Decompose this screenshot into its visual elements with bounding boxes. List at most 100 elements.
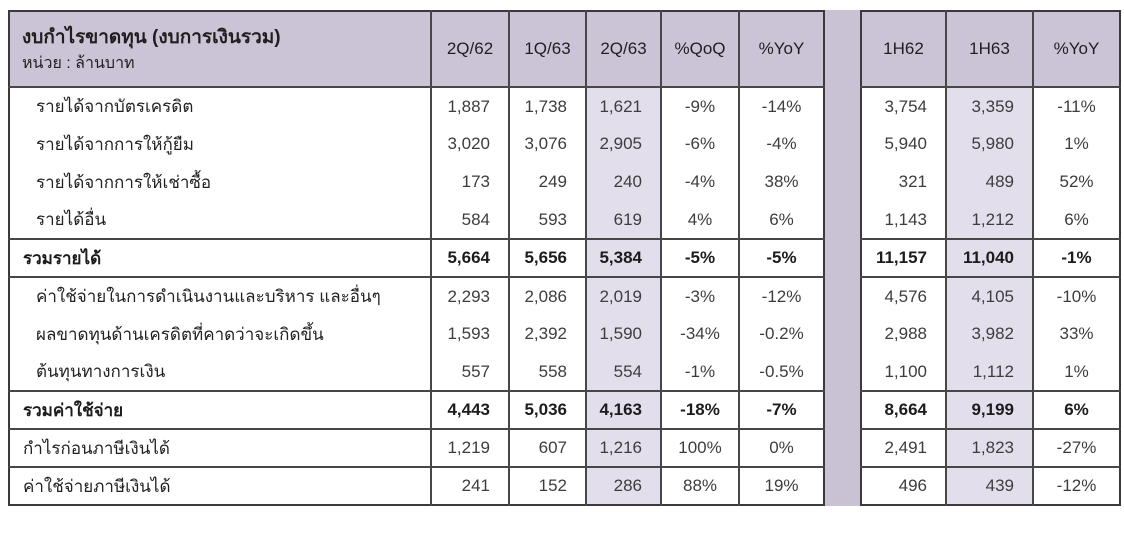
value-cell: 4,576	[884, 286, 927, 306]
value-cell: 496	[898, 476, 927, 495]
pct-cell: -4%	[738, 125, 824, 163]
value-cell: 5,036	[508, 391, 586, 429]
value-cell: 11,157	[875, 248, 927, 267]
header-row: งบกำไรขาดทุน (งบการเงินรวม) หน่วย : ล้าน…	[9, 11, 824, 87]
value-cell: 3,076	[508, 125, 586, 163]
value-cell: 439	[945, 467, 1033, 505]
pct-cell: -1%	[1032, 239, 1120, 277]
header-row: 1H62 1H63 %YoY	[861, 11, 1120, 87]
pct-cell: -3%	[660, 277, 739, 315]
value-cell: 1,216	[585, 429, 661, 467]
total-expense-row: 8,664 9,199 6%	[861, 391, 1120, 429]
value-cell: 557	[430, 353, 509, 391]
pct-cell: -0.5%	[738, 353, 824, 391]
col-header-1h62: 1H62	[861, 11, 946, 87]
value-cell: 321	[898, 172, 927, 191]
row-label: รวมรายได้	[23, 248, 102, 268]
value-cell: 1,823	[945, 429, 1033, 467]
pct-cell: -4%	[660, 163, 739, 201]
value-cell: 5,384	[585, 239, 661, 277]
value-cell: 5,980	[945, 125, 1033, 163]
pct-cell: -18%	[660, 391, 739, 429]
row-label: รายได้จากบัตรเครดิต	[36, 97, 194, 116]
value-cell: 584	[430, 201, 509, 239]
pct-cell: 33%	[1032, 315, 1120, 353]
value-cell: 2,491	[884, 438, 927, 457]
table-row: 1,143 1,212 6%	[861, 201, 1120, 239]
row-label: รายได้จากการให้กู้ยืม	[36, 134, 194, 154]
pct-cell: 52%	[1032, 163, 1120, 201]
pct-cell: 6%	[1032, 391, 1120, 429]
pct-cell: -11%	[1032, 87, 1120, 125]
value-cell: 1,738	[508, 87, 586, 125]
pct-cell: -14%	[738, 87, 824, 125]
pct-cell: 4%	[660, 201, 739, 239]
table-row: ค่าใช้จ่ายภาษีเงินได้ 241 152 286 88% 19…	[9, 467, 824, 505]
col-header-1h63: 1H63	[945, 11, 1033, 87]
value-cell: 4,105	[945, 277, 1033, 315]
table-row: รายได้จากการให้เช่าซื้อ 173 249 240 -4% …	[9, 163, 824, 201]
col-header-2q63: 2Q/63	[585, 11, 661, 87]
pct-cell: 100%	[660, 429, 739, 467]
pct-cell: -7%	[738, 391, 824, 429]
value-cell: 5,664	[430, 239, 509, 277]
pct-cell: -5%	[660, 239, 739, 277]
table-row: 496 439 -12%	[861, 467, 1120, 505]
table-row: ผลขาดทุนด้านเครดิตที่คาดว่าจะเกิดขึ้น 1,…	[9, 315, 824, 353]
value-cell: 9,199	[945, 391, 1033, 429]
value-cell: 173	[430, 163, 509, 201]
value-cell: 152	[508, 467, 586, 505]
page-title: งบกำไรขาดทุน (งบการเงินรวม)	[22, 27, 281, 49]
pct-cell: 6%	[738, 201, 824, 239]
row-label: ผลขาดทุนด้านเครดิตที่คาดว่าจะเกิดขึ้น	[36, 324, 324, 344]
value-cell: 1,590	[585, 315, 661, 353]
pct-cell: -10%	[1032, 277, 1120, 315]
col-header-yoy-half: %YoY	[1032, 11, 1120, 87]
halfyear-table: 1H62 1H63 %YoY 3,754 3,359 -11% 5,940 5,…	[860, 10, 1121, 506]
pct-cell: -12%	[738, 277, 824, 315]
pct-cell: -6%	[660, 125, 739, 163]
pct-cell: 1%	[1032, 353, 1120, 391]
section-divider-band	[825, 10, 860, 506]
row-label: ค่าใช้จ่ายในการดำเนินงานและบริหาร และอื่…	[36, 287, 381, 306]
value-cell: 4,163	[585, 391, 661, 429]
pct-cell: -34%	[660, 315, 739, 353]
value-cell: 8,664	[884, 400, 927, 419]
row-label: รายได้อื่น	[36, 210, 107, 229]
income-statement-table: งบกำไรขาดทุน (งบการเงินรวม) หน่วย : ล้าน…	[8, 10, 1121, 506]
value-cell: 1,219	[430, 429, 509, 467]
value-cell: 1,212	[945, 201, 1033, 239]
pct-cell: 6%	[1032, 201, 1120, 239]
table-row: รายได้จากการให้กู้ยืม 3,020 3,076 2,905 …	[9, 125, 824, 163]
col-header-qoq: %QoQ	[660, 11, 739, 87]
table-row: รายได้จากบัตรเครดิต 1,887 1,738 1,621 -9…	[9, 87, 824, 125]
total-expense-row: รวมค่าใช้จ่าย 4,443 5,036 4,163 -18% -7%	[9, 391, 824, 429]
value-cell: 1,143	[884, 209, 927, 229]
value-cell: 286	[585, 467, 661, 505]
unit-label: หน่วย : ล้านบาท	[22, 54, 135, 72]
table-title-cell: งบกำไรขาดทุน (งบการเงินรวม) หน่วย : ล้าน…	[9, 11, 431, 87]
value-cell: 1,112	[945, 353, 1033, 391]
table-row: 3,754 3,359 -11%	[861, 87, 1120, 125]
value-cell: 241	[430, 467, 509, 505]
quarterly-table: งบกำไรขาดทุน (งบการเงินรวม) หน่วย : ล้าน…	[8, 10, 825, 506]
pct-cell: -27%	[1032, 429, 1120, 467]
total-revenue-row: 11,157 11,040 -1%	[861, 239, 1120, 277]
pct-cell: -1%	[660, 353, 739, 391]
value-cell: 593	[508, 201, 586, 239]
row-label: รายได้จากการให้เช่าซื้อ	[36, 172, 212, 192]
value-cell: 5,656	[508, 239, 586, 277]
table-row: 2,491 1,823 -27%	[861, 429, 1120, 467]
value-cell: 3,754	[884, 96, 927, 116]
value-cell: 240	[585, 163, 661, 201]
row-label: ต้นทุนทางการเงิน	[36, 362, 166, 381]
value-cell: 3,982	[945, 315, 1033, 353]
table-row: 4,576 4,105 -10%	[861, 277, 1120, 315]
value-cell: 1,593	[430, 315, 509, 353]
value-cell: 554	[585, 353, 661, 391]
value-cell: 3,020	[430, 125, 509, 163]
col-header-2q62: 2Q/62	[430, 11, 509, 87]
value-cell: 4,443	[430, 391, 509, 429]
table-row: กำไรก่อนภาษีเงินได้ 1,219 607 1,216 100%…	[9, 429, 824, 467]
pct-cell: -9%	[660, 87, 739, 125]
